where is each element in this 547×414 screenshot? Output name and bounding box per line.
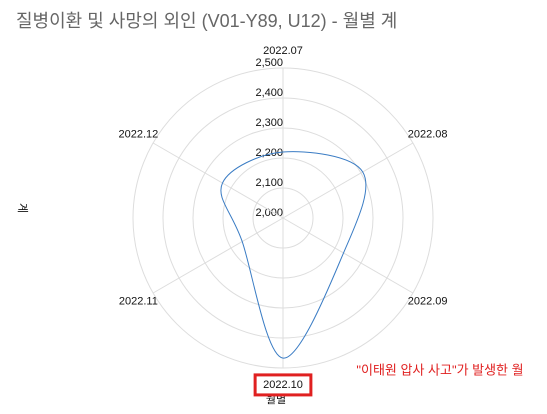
- category-label: 2022.08: [408, 128, 448, 140]
- highlight-box: [253, 373, 313, 397]
- category-label: 2022.10: [263, 379, 303, 391]
- y-tick-label: 2,000: [255, 207, 283, 219]
- spoke: [282, 142, 414, 219]
- spoke: [282, 217, 414, 294]
- chart-title: 질병이환 및 사망의 외인 (V01-Y89, U12) - 월별 계: [16, 11, 397, 31]
- radar-line: [220, 151, 367, 359]
- category-label: 2022.12: [118, 128, 158, 140]
- spoke: [152, 217, 284, 294]
- y-tick-label: 2,400: [255, 87, 283, 99]
- spoke: [152, 142, 284, 219]
- y-tick-label: 2,100: [255, 177, 283, 189]
- y-axis-label: 계: [16, 203, 29, 213]
- category-label: 2022.09: [408, 295, 448, 307]
- category-label: 2022.11: [119, 295, 158, 307]
- y-tick-label: 2,500: [255, 57, 283, 69]
- annotation: "이태원 압사 사고"가 발생한 월: [356, 362, 523, 377]
- category-label: 2022.07: [263, 45, 303, 57]
- y-tick-label: 2,300: [255, 117, 283, 129]
